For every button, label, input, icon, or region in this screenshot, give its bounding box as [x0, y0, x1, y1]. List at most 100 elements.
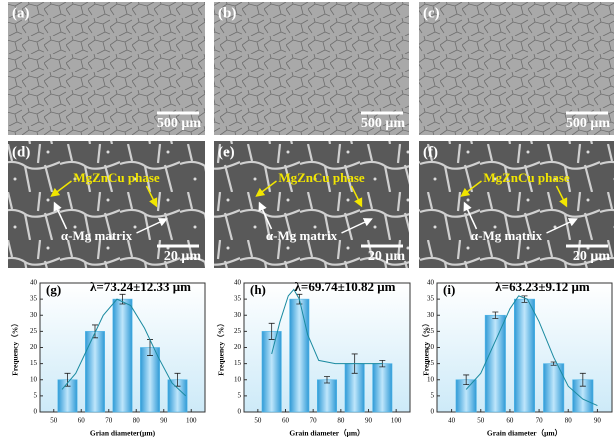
scale-label: 20 μm — [164, 249, 201, 264]
phase-label: MgZnCu phase — [278, 170, 365, 185]
scale-label: 500 μm — [157, 116, 201, 131]
y-tick-label: 40 — [234, 279, 242, 287]
micrograph — [214, 2, 409, 135]
x-tick-label: 70 — [310, 417, 318, 425]
error-bar — [492, 311, 499, 319]
fit-curve — [465, 295, 598, 407]
y-tick-label: 25 — [30, 327, 38, 335]
panel-label: (h) — [250, 282, 266, 297]
panel-label: (f) — [423, 144, 438, 160]
panel-label: (c) — [423, 5, 440, 21]
arrow — [350, 185, 363, 208]
y-tick-label: 35 — [427, 295, 435, 303]
bar — [317, 379, 337, 413]
x-tick-label: 80 — [337, 417, 345, 425]
error-bar — [268, 322, 275, 340]
arrow — [463, 201, 478, 230]
x-axis-label: Grain diameter（μm） — [289, 428, 364, 438]
y-tick-label: 5 — [34, 391, 38, 399]
bar — [112, 298, 133, 413]
fit-curve — [271, 288, 383, 365]
arrow — [255, 180, 277, 197]
y-tick-label: 30 — [427, 311, 435, 319]
error-bar — [521, 295, 528, 303]
x-tick-label: 100 — [186, 417, 197, 425]
y-tick-label: 40 — [30, 279, 38, 287]
error-bar — [579, 372, 586, 387]
x-tick-label: 60 — [282, 417, 290, 425]
error-bar — [324, 376, 330, 384]
y-tick-label: 40 — [427, 279, 435, 287]
panel-label: (g) — [46, 282, 61, 297]
arrow — [546, 218, 578, 234]
y-tick-label: 30 — [234, 311, 242, 319]
bar — [484, 314, 506, 413]
y-tick-label: 25 — [234, 327, 242, 335]
x-tick-label: 70 — [105, 417, 113, 425]
y-tick-label: 15 — [30, 359, 38, 367]
arrow — [258, 201, 273, 230]
scale-label: 500 μm — [566, 116, 610, 131]
x-tick-label: 40 — [448, 417, 456, 425]
micrograph — [8, 2, 205, 135]
y-tick-label: 10 — [427, 375, 435, 383]
matrix-label: α-Mg matrix — [471, 228, 543, 243]
x-tick-label: 80 — [133, 417, 141, 425]
panel-label: (i) — [443, 282, 455, 297]
arrow — [555, 185, 568, 208]
arrow — [136, 218, 168, 234]
y-tick-label: 30 — [30, 311, 38, 319]
y-tick-label: 0 — [238, 408, 242, 416]
y-axis-label: Frequency（%） — [421, 319, 431, 376]
micrograph — [419, 2, 614, 135]
x-tick-label: 60 — [506, 417, 514, 425]
y-tick-label: 35 — [234, 295, 242, 303]
panel-label: (a) — [12, 5, 30, 21]
panel-label: (e) — [218, 144, 235, 160]
bar — [85, 331, 105, 413]
panel-label: (d) — [12, 144, 30, 160]
x-tick-label: 50 — [477, 417, 485, 425]
scale-label: 500 μm — [361, 116, 405, 131]
y-tick-label: 20 — [234, 343, 242, 351]
y-tick-label: 0 — [431, 408, 435, 416]
matrix-label: α-Mg matrix — [61, 228, 133, 243]
chart-title: λ=63.23±9.12 μm — [495, 279, 590, 294]
y-tick-label: 15 — [427, 359, 435, 367]
x-tick-label: 50 — [50, 417, 58, 425]
error-bar — [64, 372, 71, 387]
x-axis-label: Grain diameter（μm） — [487, 428, 562, 438]
bar — [140, 347, 160, 413]
y-tick-label: 10 — [234, 375, 242, 383]
arrow — [53, 201, 68, 230]
fit-curve — [61, 298, 187, 397]
panel-label: (b) — [218, 5, 236, 21]
error-bar — [119, 293, 126, 305]
bar — [513, 298, 536, 413]
x-axis-label: Grian diameter(μm) — [90, 429, 156, 438]
x-tick-label: 90 — [365, 417, 373, 425]
phase-label: MgZnCu phase — [483, 170, 570, 185]
x-tick-label: 100 — [391, 417, 402, 425]
matrix-label: α-Mg matrix — [266, 228, 338, 243]
scale-label: 20 μm — [573, 249, 610, 264]
phase-label: MgZnCu phase — [73, 170, 160, 185]
y-axis-label: Frequency（%） — [10, 319, 20, 376]
chart-title: λ=69.74±10.82 μm — [295, 279, 396, 294]
y-tick-label: 5 — [238, 391, 242, 399]
x-tick-label: 80 — [565, 417, 573, 425]
y-tick-label: 25 — [427, 327, 435, 335]
arrow — [145, 185, 158, 208]
x-tick-label: 90 — [594, 417, 602, 425]
chart-title: λ=73.24±12.33 μm — [90, 279, 191, 294]
y-tick-label: 5 — [431, 391, 435, 399]
y-axis-label: Frequency（%） — [216, 319, 226, 376]
y-tick-label: 15 — [234, 359, 242, 367]
x-tick-label: 60 — [78, 417, 86, 425]
y-tick-label: 0 — [34, 408, 38, 416]
x-tick-label: 90 — [160, 417, 168, 425]
bar — [261, 331, 282, 413]
x-tick-label: 70 — [536, 417, 544, 425]
x-tick-label: 50 — [254, 417, 262, 425]
